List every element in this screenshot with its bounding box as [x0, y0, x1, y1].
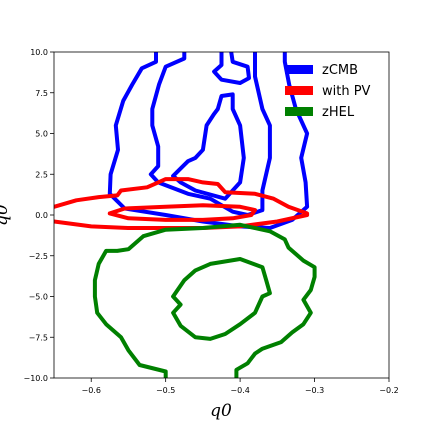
contour-line	[92, 222, 317, 378]
y-tick-label: −5.0	[29, 293, 48, 302]
y-tick-label: −7.5	[29, 333, 48, 342]
legend-swatch	[285, 65, 313, 74]
x-axis-ticks: −0.6 −0.5 −0.4 −0.3 −0.2	[82, 378, 399, 395]
contour-line	[171, 92, 246, 201]
contour-line	[171, 257, 272, 341]
y-axis-label: q0	[0, 204, 12, 226]
legend: zCMB with PV zHEL	[285, 63, 371, 120]
y-tick-label: −2.5	[29, 252, 48, 261]
contour-line	[148, 52, 272, 217]
x-tick-label: −0.3	[305, 386, 324, 395]
x-tick-label: −0.5	[156, 386, 175, 395]
y-tick-label: 7.5	[35, 89, 48, 98]
legend-swatch	[285, 107, 313, 116]
y-tick-label: −10.0	[23, 374, 48, 383]
y-tick-label: 10.0	[30, 48, 48, 57]
y-axis-ticks: −10.0 −7.5 −5.0 −2.5 0.0 2.5 5.0 7.5 10.0	[23, 48, 54, 383]
x-tick-label: −0.6	[82, 386, 101, 395]
y-tick-label: 5.0	[35, 130, 48, 139]
legend-label: zHEL	[322, 105, 355, 120]
contour-series-layer	[54, 52, 317, 378]
contour-line	[212, 52, 251, 85]
contour-line	[107, 203, 257, 222]
legend-swatch	[285, 86, 313, 95]
x-axis-label: q0	[210, 401, 232, 421]
y-tick-label: 2.5	[35, 170, 48, 179]
legend-label: zCMB	[322, 63, 358, 78]
x-tick-label: −0.4	[230, 386, 249, 395]
legend-label: with PV	[322, 84, 371, 99]
x-tick-label: −0.2	[379, 386, 398, 395]
series-zhel	[92, 222, 317, 378]
series-with-pv	[54, 177, 310, 230]
y-tick-label: 0.0	[35, 211, 48, 220]
